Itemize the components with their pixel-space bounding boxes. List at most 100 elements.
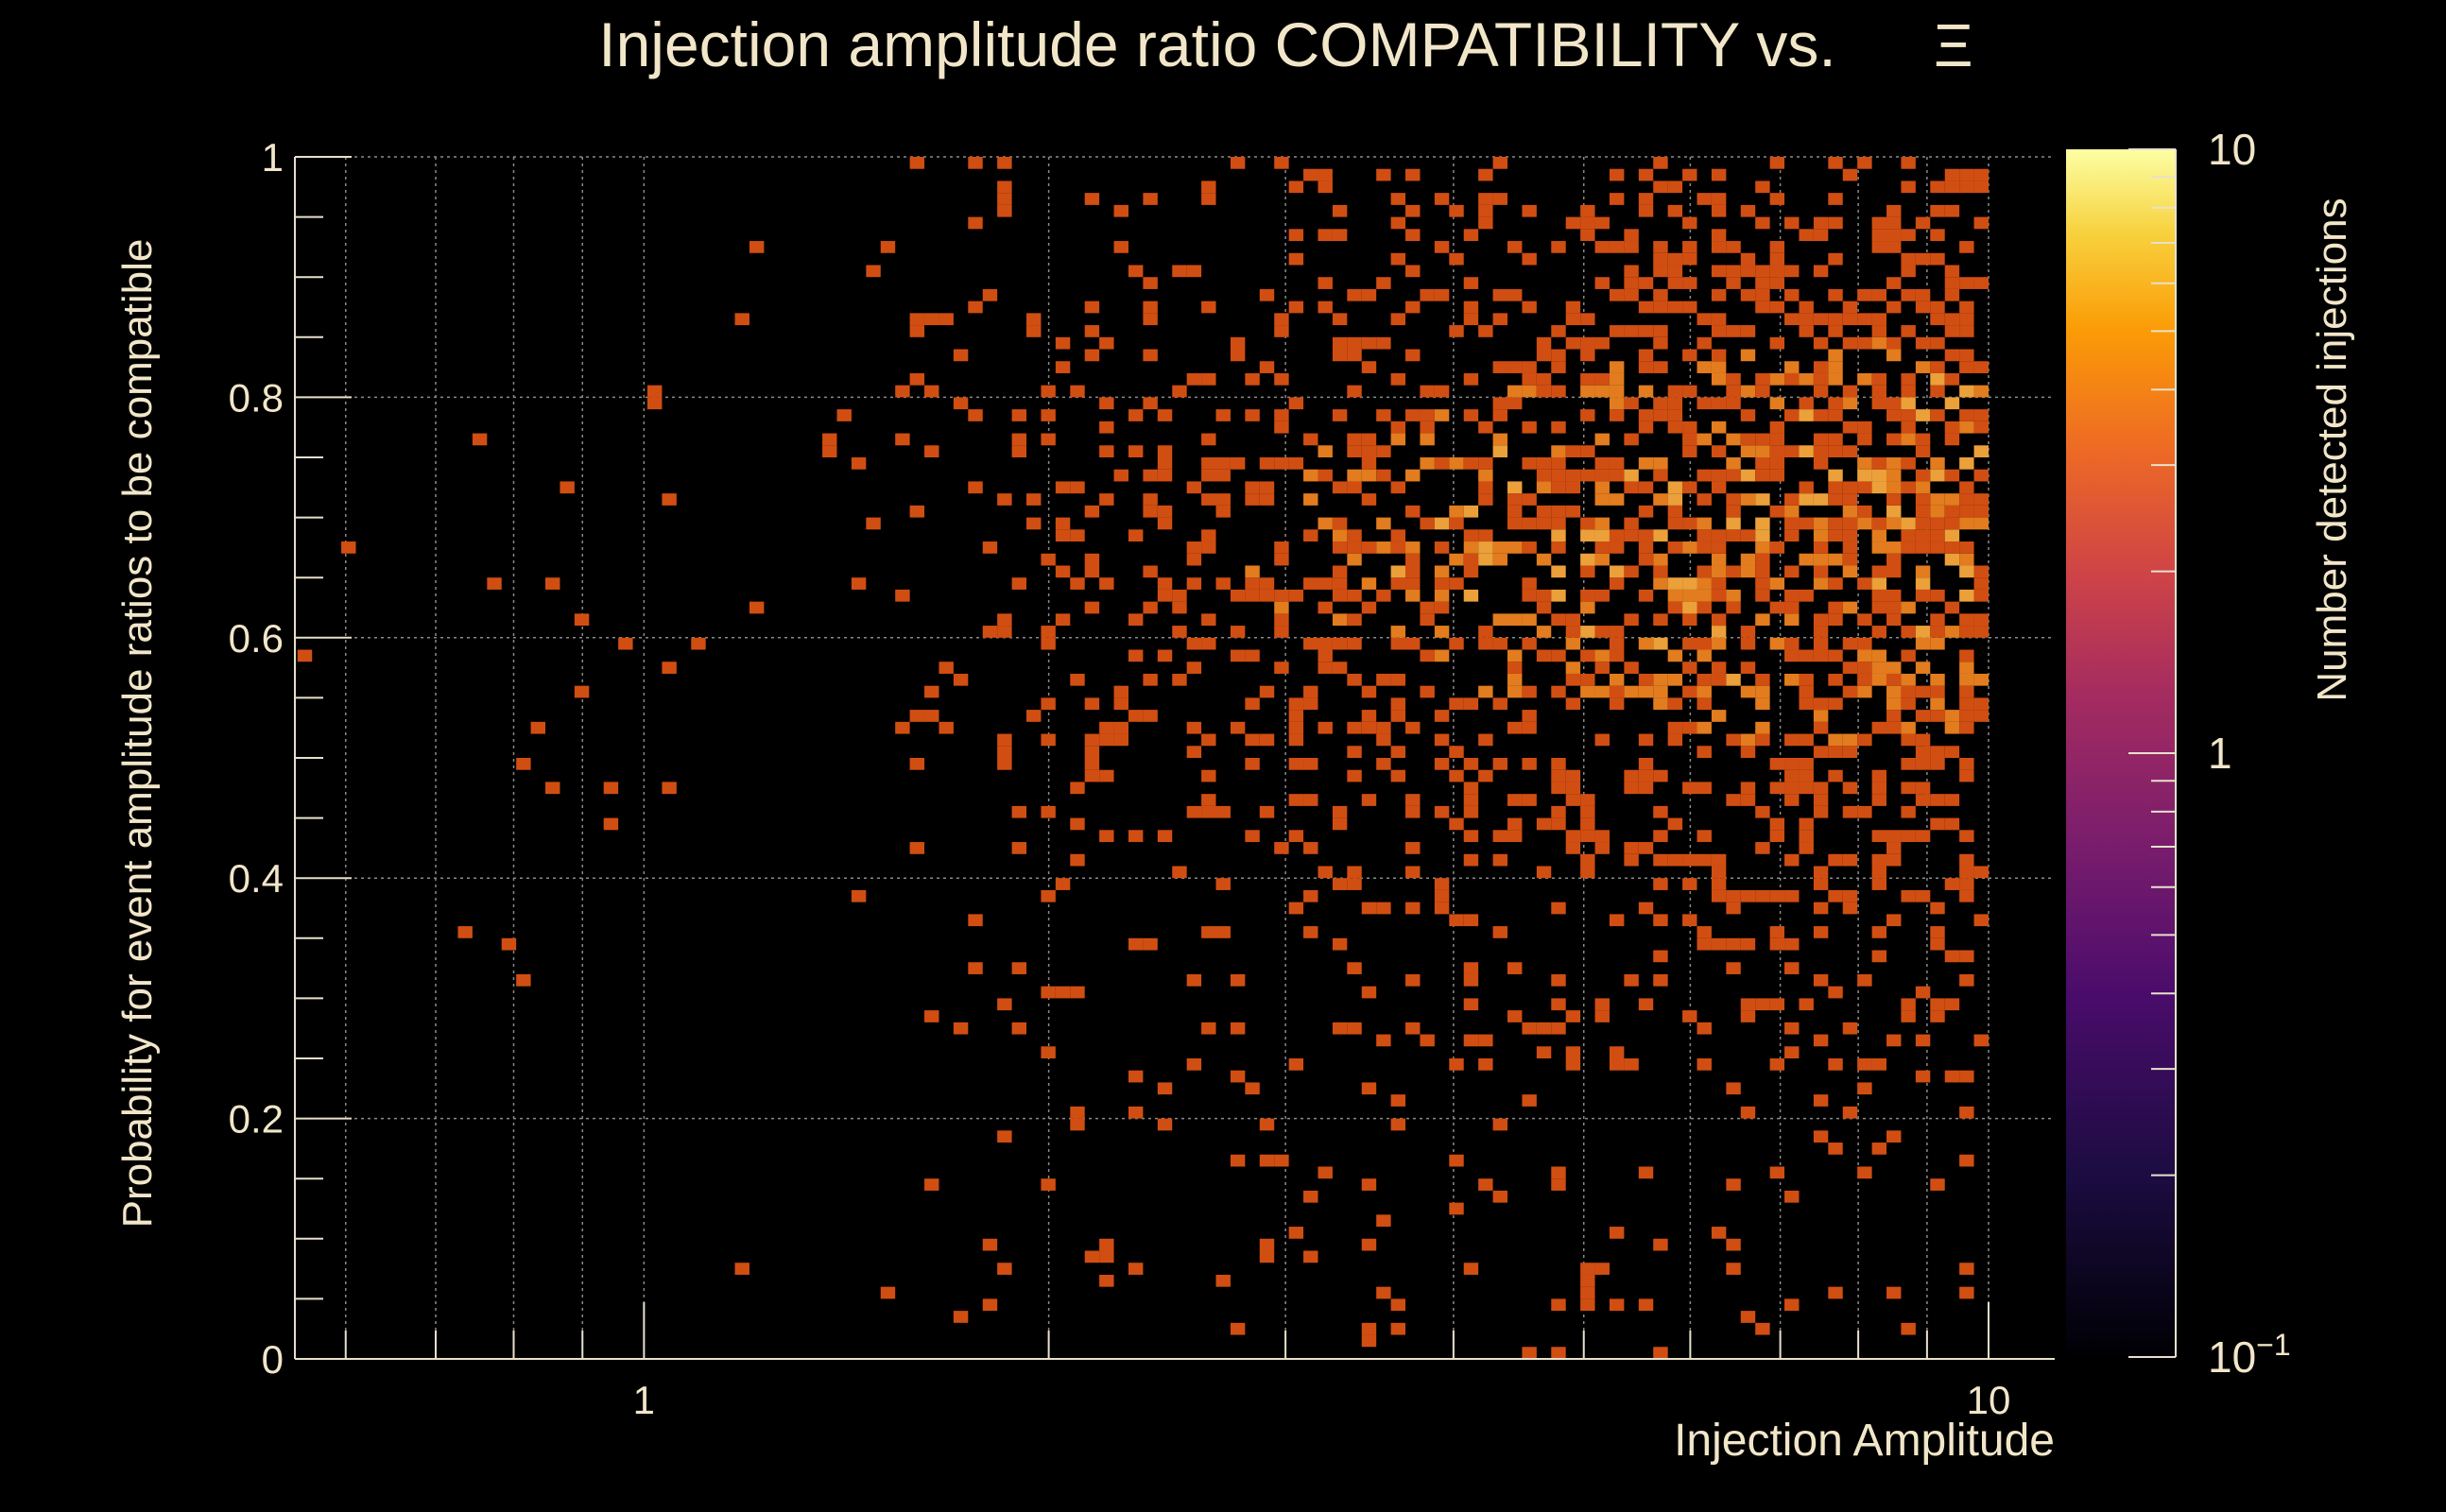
heatmap-cell (1230, 626, 1246, 638)
heatmap-cell (1318, 577, 1333, 590)
heatmap-cell (1828, 1286, 1843, 1299)
heatmap-cell (1828, 889, 1843, 902)
heatmap-cell (1799, 649, 1814, 662)
heatmap-cell (1055, 878, 1071, 890)
heatmap-cell (574, 613, 590, 627)
heatmap-cell (1638, 589, 1654, 602)
heatmap-cell (1361, 1082, 1377, 1095)
heatmap-cell (1886, 565, 1902, 578)
heatmap-cell (1769, 601, 1785, 614)
heatmap-cell (1769, 782, 1785, 795)
heatmap-cell (1667, 589, 1683, 602)
heatmap-cell (1842, 397, 1858, 410)
heatmap-cell (1726, 1178, 1741, 1191)
heatmap-cell (1463, 1263, 1479, 1275)
heatmap-cell (1157, 409, 1173, 421)
heatmap-cell (1886, 241, 1902, 253)
heatmap-cell (1638, 421, 1654, 434)
heatmap-cell (1318, 517, 1333, 530)
heatmap-cell (1769, 301, 1785, 314)
heatmap-cell (1638, 505, 1654, 518)
heatmap-cell (1361, 1238, 1377, 1251)
heatmap-cell (1186, 541, 1202, 554)
heatmap-cell (1711, 710, 1727, 722)
heatmap-cell (1609, 241, 1625, 253)
heatmap-cell (1624, 662, 1639, 674)
heatmap-cell (1638, 193, 1654, 205)
heatmap-cell (1755, 301, 1770, 314)
heatmap-cell (1682, 517, 1697, 530)
heatmap-cell (1565, 613, 1581, 627)
heatmap-cell (1667, 541, 1683, 554)
heatmap-cell (1871, 626, 1887, 638)
heatmap-cell (1682, 421, 1697, 434)
heatmap-cell (1478, 626, 1493, 638)
heatmap-cell (1478, 481, 1493, 494)
heatmap-cell (1697, 469, 1712, 482)
heatmap-cell (1318, 721, 1333, 734)
heatmap-cell (1594, 662, 1610, 674)
heatmap-cell (1565, 216, 1581, 230)
heatmap-cell (1361, 1322, 1377, 1335)
heatmap-cell (1143, 397, 1158, 410)
heatmap-cell (1565, 481, 1581, 494)
heatmap-cell (1828, 445, 1843, 457)
heatmap-cell (1842, 553, 1858, 566)
heatmap-cell (1944, 626, 1960, 638)
heatmap-cell (1230, 649, 1246, 662)
heatmap-cell (1813, 902, 1829, 915)
heatmap-cell (1128, 937, 1144, 951)
heatmap-cell (1449, 325, 1464, 337)
heatmap-cell (1492, 926, 1507, 938)
heatmap-cell (1420, 457, 1435, 470)
heatmap-cell (924, 1010, 939, 1022)
heatmap-cell (1842, 662, 1858, 674)
heatmap-cell (1857, 973, 1872, 987)
heatmap-cell (1769, 421, 1785, 434)
heatmap-cell (545, 782, 560, 795)
heatmap-cell (1463, 805, 1479, 818)
heatmap-cell (1886, 853, 1902, 867)
y-tick-label: 0.4 (229, 856, 284, 901)
heatmap-cell (1186, 662, 1202, 674)
heatmap-cell (1828, 481, 1843, 494)
heatmap-cell (1653, 613, 1668, 627)
heatmap-cell (1930, 902, 1945, 915)
heatmap-cell (1551, 505, 1566, 518)
heatmap-cell (1697, 565, 1712, 578)
heatmap-cell (1784, 601, 1800, 614)
heatmap-cell (1478, 529, 1493, 542)
heatmap-cell (1930, 180, 1945, 194)
heatmap-cell (1915, 577, 1931, 590)
heatmap-cell (1740, 469, 1756, 482)
heatmap-cell (1901, 385, 1916, 398)
heatmap-cell (1303, 758, 1318, 770)
heatmap-cell (1726, 372, 1741, 386)
heatmap-cell (1201, 769, 1216, 782)
heatmap-cell (1973, 866, 1989, 879)
heatmap-cell (1463, 782, 1479, 795)
heatmap-cell (1084, 758, 1100, 770)
heatmap-cell (1463, 962, 1479, 974)
heatmap-cell (1653, 157, 1668, 169)
heatmap-cell (1347, 433, 1362, 446)
heatmap-cell (1376, 445, 1391, 457)
heatmap-cell (1653, 288, 1668, 301)
heatmap-cell (1959, 493, 1974, 506)
heatmap-cell (1944, 998, 1960, 1011)
heatmap-cell (1026, 313, 1042, 326)
heatmap-cell (866, 517, 881, 530)
heatmap-cell (1959, 313, 1974, 326)
heatmap-cell (1609, 168, 1625, 181)
heatmap-cell (1784, 1190, 1800, 1203)
heatmap-cell (1813, 866, 1829, 879)
heatmap-cell (734, 313, 749, 326)
heatmap-cell (1944, 721, 1960, 734)
heatmap-cell (1726, 385, 1741, 398)
heatmap-cell (1915, 433, 1931, 446)
heatmap-cell (1828, 288, 1843, 301)
heatmap-cell (1361, 721, 1377, 734)
heatmap-cell (1565, 505, 1581, 518)
heatmap-cell (1959, 673, 1974, 686)
heatmap-cell (1303, 529, 1318, 542)
